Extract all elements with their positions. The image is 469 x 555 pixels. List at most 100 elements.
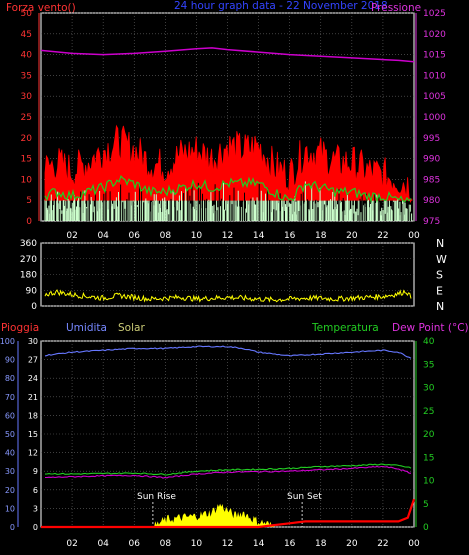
panel2-compass-label: S — [436, 269, 443, 282]
panel1-left-tick-label: 30 — [21, 92, 33, 102]
panel3-temp-tick-label: 30 — [423, 384, 435, 394]
panel3-temp-tick-label: 10 — [423, 477, 435, 487]
panel2-left-tick-label: 180 — [20, 271, 37, 281]
panel3-x-tick-label: 22 — [377, 539, 388, 549]
wind-pressure-panel: 0510152025303540455097598098599099510001… — [21, 9, 447, 241]
panel3-humidity-tick-label: 0 — [33, 523, 38, 532]
panel3-humidity-tick-label: 30 — [28, 337, 38, 346]
panel3-x-tick-label: 06 — [129, 539, 141, 549]
panel3-rain-label: Pioggia — [1, 322, 39, 334]
panel3-rain-tick-label: 50 — [5, 430, 15, 439]
dewpoint-line — [45, 465, 412, 479]
panel3-x-tick-label: 10 — [191, 539, 203, 549]
panel3-humidity-tick-label: 18 — [28, 411, 38, 420]
rain-humidity-temperature-panel: 0102030405060708090100036912151821242730… — [0, 337, 435, 549]
panel1-left-tick-label: 15 — [21, 155, 32, 165]
panel3-x-tick-label: 12 — [222, 539, 233, 549]
panel3-temp-tick-label: 15 — [423, 453, 434, 463]
panel3-x-tick-label: 18 — [315, 539, 327, 549]
panel1-left-tick-label: 40 — [21, 51, 33, 61]
panel1-left-tick-label: 45 — [21, 30, 32, 40]
wind-average-line — [44, 174, 412, 204]
panel3-x-tick-label: 08 — [160, 539, 172, 549]
panel3-rain-tick-label: 20 — [5, 486, 15, 495]
panel1-right-tick-label: 1015 — [423, 51, 446, 61]
panel1-right-tick-label: 995 — [423, 134, 440, 144]
humidity-line — [44, 345, 412, 359]
panel1-right-tick-label: 1020 — [423, 30, 446, 40]
panel3-humidity-label: Umidita — [66, 322, 107, 334]
panel3-rain-tick-label: 80 — [5, 374, 15, 383]
panel1-x-tick-label: 20 — [346, 231, 358, 241]
panel3-rain-tick-label: 100 — [0, 337, 15, 346]
panel3-humidity-tick-label: 6 — [33, 486, 38, 495]
panel1-right-tick-label: 975 — [423, 217, 440, 227]
panel2-left-tick-label: 90 — [26, 286, 38, 296]
panel3-rain-tick-label: 10 — [5, 504, 15, 513]
panel1-right-tick-label: 1005 — [423, 92, 446, 102]
panel1-right-tick-label: 1010 — [423, 71, 446, 81]
wind-direction-line — [44, 289, 412, 303]
gust-series-area — [44, 124, 413, 203]
panel2-compass-label: N — [436, 237, 444, 250]
panel1-x-tick-label: 00 — [408, 231, 420, 241]
panel3-temp-tick-label: 20 — [423, 430, 435, 440]
panel3-humidity-tick-label: 27 — [28, 356, 38, 365]
panel3-x-tick-label: 02 — [66, 539, 77, 549]
panel3-humidity-tick-label: 15 — [28, 430, 38, 439]
panel1-left-tick-label: 50 — [21, 9, 33, 19]
panel1-x-tick-label: 04 — [97, 231, 109, 241]
chart-title: 24 hour graph data - 22 November 2018 — [174, 0, 388, 12]
pressure-line — [40, 47, 415, 63]
temperature-line — [44, 463, 412, 476]
panel1-left-tick-label: 0 — [26, 217, 32, 227]
panel3-humidity-tick-label: 21 — [28, 393, 38, 402]
panel2-left-tick-label: 270 — [20, 255, 37, 265]
panel3-rain-tick-label: 60 — [5, 411, 15, 420]
sunrise-label: Sun Rise — [137, 492, 176, 502]
solar-series-area — [152, 503, 275, 527]
panel3-temp-tick-label: 25 — [423, 407, 434, 417]
panel3-dewpoint-label: Dew Point (°C) — [392, 322, 469, 334]
panel1-x-tick-label: 02 — [66, 231, 77, 241]
panel3-rain-tick-label: 0 — [10, 523, 15, 532]
panel1-left-tick-label: 10 — [21, 175, 33, 185]
panel3-solar-label: Solar — [118, 322, 145, 334]
panel3-temp-tick-label: 35 — [423, 360, 434, 370]
panel1-x-tick-label: 18 — [315, 231, 327, 241]
panel3-rain-tick-label: 70 — [5, 393, 15, 402]
panel3-x-tick-label: 20 — [346, 539, 358, 549]
panel1-left-tick-label: 5 — [26, 196, 32, 206]
panel1-right-label: Pressione — [371, 2, 421, 14]
panel1-x-tick-label: 16 — [284, 231, 296, 241]
panel3-x-tick-label: 04 — [97, 539, 109, 549]
panel2-left-tick-label: 0 — [31, 302, 37, 312]
panel3-humidity-tick-label: 3 — [33, 504, 38, 513]
panel1-x-tick-label: 12 — [222, 231, 233, 241]
panel3-x-tick-label: 16 — [284, 539, 296, 549]
panel1-x-tick-label: 14 — [253, 231, 265, 241]
panel1-right-tick-label: 1000 — [423, 113, 446, 123]
panel1-right-tick-label: 990 — [423, 155, 440, 165]
panel1-x-tick-label: 22 — [377, 231, 388, 241]
panel1-right-tick-label: 980 — [423, 196, 440, 206]
panel3-rain-tick-label: 30 — [5, 467, 15, 476]
panel3-humidity-tick-label: 24 — [28, 374, 38, 383]
panel2-left-tick-label: 360 — [20, 239, 37, 249]
panel1-x-tick-label: 08 — [160, 231, 172, 241]
panel1-left-tick-label: 20 — [21, 134, 33, 144]
sunset-label: Sun Set — [287, 492, 322, 502]
panel3-humidity-tick-label: 9 — [33, 467, 38, 476]
panel3-rain-tick-label: 90 — [5, 356, 15, 365]
panel3-temp-tick-label: 0 — [423, 523, 429, 533]
panel1-right-tick-label: 985 — [423, 175, 440, 185]
panel2-compass-label: E — [436, 284, 443, 297]
rain-line — [41, 498, 416, 529]
panel2-compass-label: W — [436, 253, 447, 266]
panel3-humidity-tick-label: 12 — [28, 449, 38, 458]
panel3-x-tick-label: 00 — [408, 539, 420, 549]
panel1-x-tick-label: 06 — [129, 231, 141, 241]
